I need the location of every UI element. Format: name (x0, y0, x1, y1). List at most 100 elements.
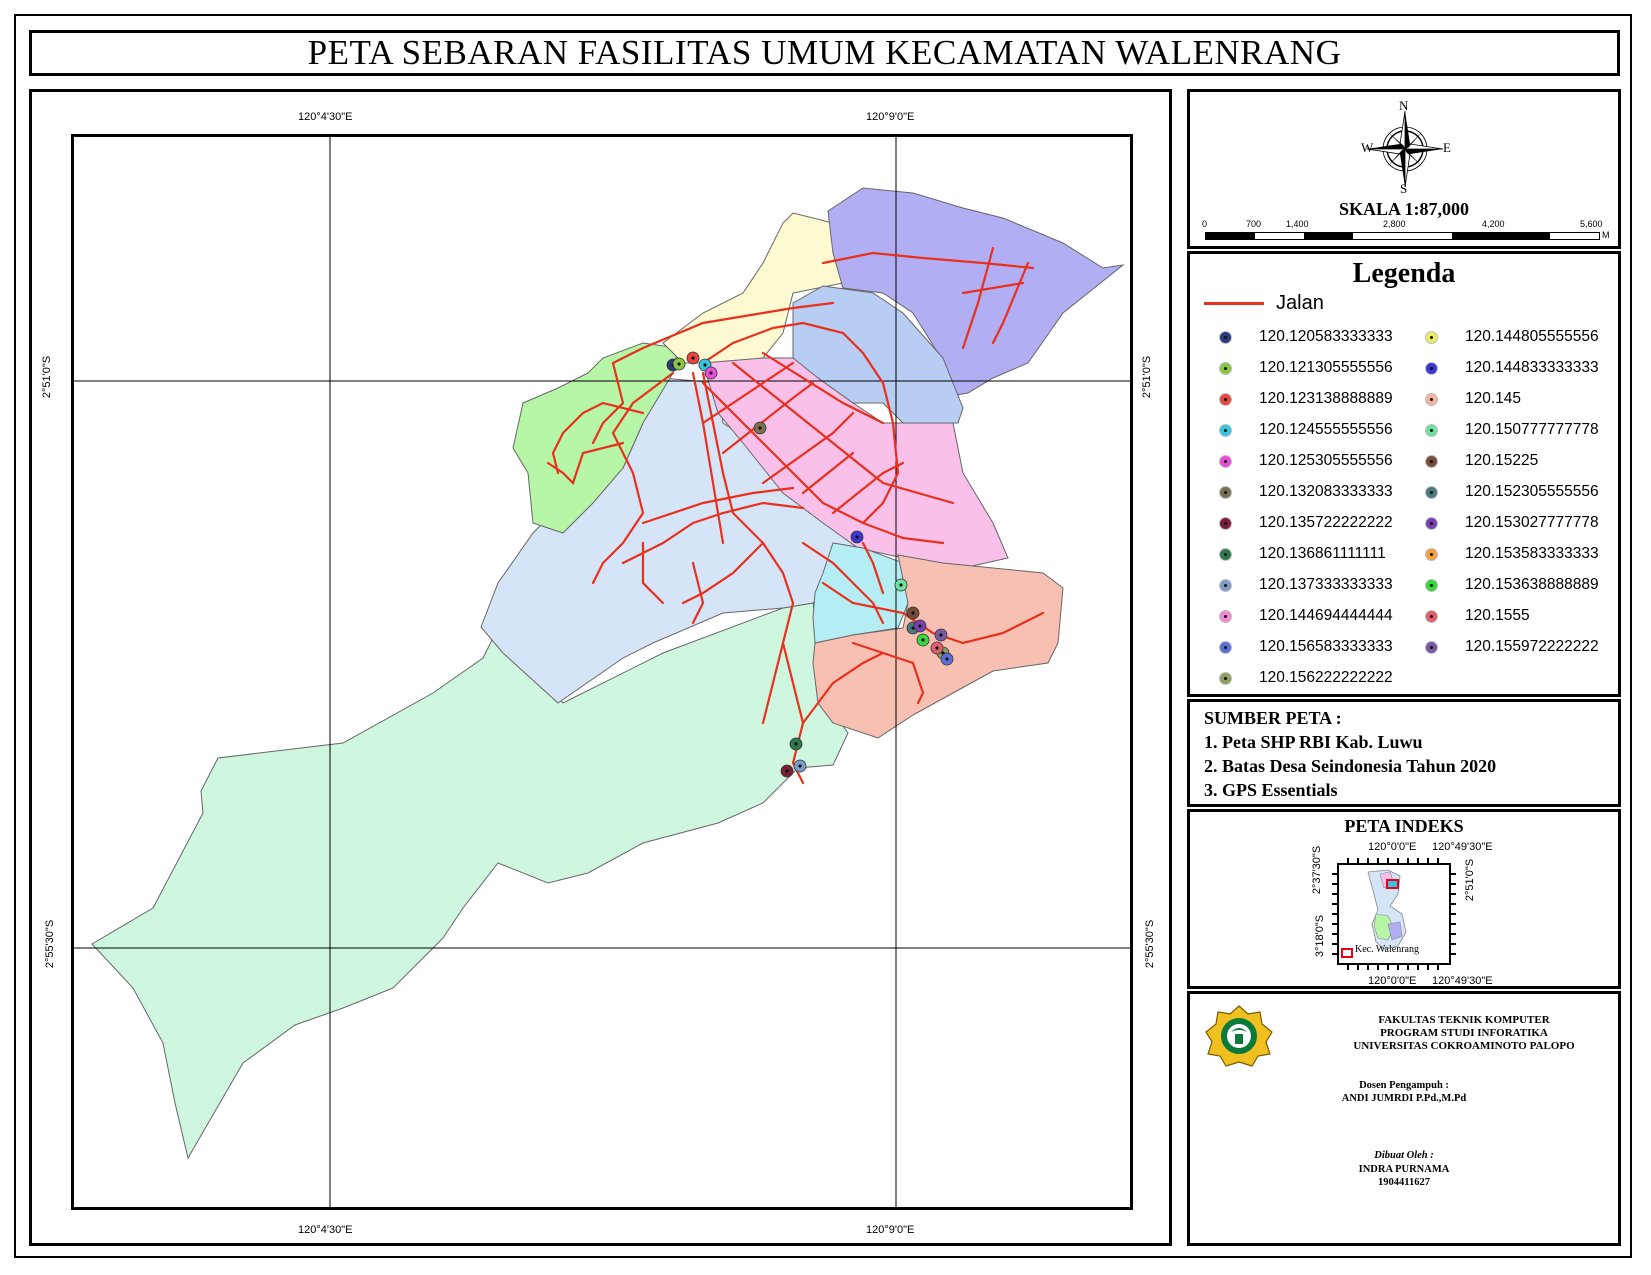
legend-point-label: 120.132083333333 (1259, 483, 1393, 500)
author-name: INDRA PURNAMA (1358, 1164, 1450, 1175)
source-panel: SUMBER PETA : 1. Peta SHP RBI Kab. Luwu … (1187, 699, 1621, 807)
point-120.125305555556[interactable] (704, 366, 718, 380)
index-coord-left-bottom: 3°18'0"S (1314, 914, 1327, 958)
source-title: SUMBER PETA : (1204, 708, 1342, 728)
legend-point-item: 120.136861111111 (1220, 545, 1386, 563)
map-svg (74, 137, 1130, 1207)
point-120.123138888889[interactable] (686, 351, 700, 365)
author-label: Dibuat Oleh : (1374, 1150, 1434, 1161)
point-marker-icon (1220, 672, 1231, 684)
legend-point-item: 120.153583333333 (1426, 545, 1599, 563)
roads (546, 246, 1045, 785)
map-canvas[interactable] (71, 134, 1133, 1210)
scale-tick-4: 4,200 (1482, 219, 1505, 229)
legend-point-label: 120.136861111111 (1259, 545, 1386, 562)
index-coord-top-left: 120°0'0"E (1368, 841, 1417, 853)
legend-road: Jalan (1204, 292, 1324, 315)
point-marker-icon (1220, 424, 1231, 436)
region-mint[interactable] (91, 602, 849, 1160)
point-120.153638888889[interactable] (916, 633, 930, 647)
point-120.15225[interactable] (906, 606, 920, 620)
point-120.137333333333[interactable] (793, 759, 807, 773)
point-marker-icon (1220, 548, 1231, 560)
point-120.153027777778[interactable] (913, 619, 927, 633)
point-120.156583333333[interactable] (940, 652, 954, 666)
legend-point-label: 120.120583333333 (1259, 328, 1393, 345)
scale-bar (1205, 232, 1600, 240)
legend-point-item: 120.156583333333 (1220, 638, 1393, 656)
point-marker-icon (1426, 362, 1437, 374)
coord-left-lat2: 2°55'30"S (44, 919, 57, 969)
legend-point-label: 120.156583333333 (1259, 638, 1393, 655)
point-120.1555[interactable] (930, 641, 944, 655)
point-marker-icon (1220, 579, 1231, 591)
source-item: 2. Batas Desa Seindonesia Tahun 2020 (1204, 756, 1497, 776)
point-marker-icon (1426, 393, 1437, 405)
author-id: 1904411627 (1378, 1177, 1430, 1188)
point-marker-icon (1426, 455, 1437, 467)
legend-point-item: 120.145 (1426, 390, 1521, 408)
point-120.144833333333[interactable] (850, 530, 864, 544)
legend-point-item: 120.144805555556 (1426, 328, 1599, 346)
scale-tick-0: 0 (1202, 219, 1208, 229)
legend-point-item: 120.144694444444 (1220, 607, 1393, 625)
region-purple[interactable] (827, 187, 1125, 399)
legend-point-item: 120.124555555556 (1220, 421, 1393, 439)
legend-point-item: 120.155972222222 (1426, 638, 1599, 656)
legend-point-item: 120.150777777778 (1426, 421, 1599, 439)
legend-point-label: 120.150777777778 (1465, 421, 1599, 438)
index-map-title: PETA INDEKS (1344, 816, 1464, 836)
point-marker-icon (1426, 486, 1437, 498)
lecturer-name: ANDI JUMRDI P.Pd.,M.Pd (1341, 1093, 1467, 1104)
legend-point-item: 120.120583333333 (1220, 328, 1393, 346)
point-marker-icon (1220, 455, 1231, 467)
legend-point-label: 120.152305555556 (1465, 483, 1599, 500)
scale-tick-3: 2,800 (1383, 219, 1406, 229)
east-label: E (1443, 140, 1451, 155)
point-marker-icon (1426, 641, 1437, 653)
university-logo-icon (1205, 1005, 1273, 1067)
index-map-thumbnail (1332, 858, 1456, 970)
legend-point-label: 120.156222222222 (1259, 669, 1393, 686)
west-label: W (1361, 140, 1374, 155)
compass-rose-icon (1366, 110, 1444, 188)
legend-point-label: 120.153638888889 (1465, 576, 1599, 593)
legend-point-item: 120.153638888889 (1426, 576, 1599, 594)
region-pink[interactable] (702, 357, 1009, 569)
graticule (74, 137, 1130, 1207)
scale-unit: M (1602, 230, 1610, 240)
coord-bottom-lon1: 120°4'30"E (298, 1224, 353, 1236)
point-marker-icon (1220, 393, 1231, 405)
legend-point-item: 120.137333333333 (1220, 576, 1393, 594)
title-box: PETA SEBARAN FASILITAS UMUM KECAMATAN WA… (29, 30, 1620, 76)
legend-point-label: 120.137333333333 (1259, 576, 1393, 593)
legend-point-item: 120.125305555556 (1220, 452, 1393, 470)
point-120.150777777778[interactable] (894, 578, 908, 592)
point-120.136861111111[interactable] (789, 737, 803, 751)
map-frame (29, 89, 1172, 1246)
point-marker-icon (1426, 548, 1437, 560)
point-120.121305555556[interactable] (672, 357, 686, 371)
legend-point-item: 120.123138888889 (1220, 390, 1393, 408)
point-120.132083333333[interactable] (753, 421, 767, 435)
point-marker-icon (1220, 331, 1231, 343)
legend-point-item: 120.152305555556 (1426, 483, 1599, 501)
point-120.155972222222[interactable] (934, 628, 948, 642)
index-coord-top-right: 120°49'30"E (1432, 841, 1493, 853)
legend-point-label: 120.125305555556 (1259, 452, 1393, 469)
point-marker-icon (1220, 610, 1231, 622)
legend-point-item: 120.153027777778 (1426, 514, 1599, 532)
university-name: UNIVERSITAS COKROAMINOTO PALOPO (1353, 1040, 1575, 1052)
index-map-caption: Kec. Walenrang (1355, 944, 1419, 955)
index-coord-left-top: 2°37'30"S (1311, 845, 1324, 895)
point-120.135722222222[interactable] (780, 764, 794, 778)
legend-point-item: 120.15225 (1426, 452, 1538, 470)
source-item: 3. GPS Essentials (1204, 780, 1338, 800)
study-program: PROGRAM STUDI INFORATIKA (1380, 1027, 1548, 1039)
legend-point-label: 120.153583333333 (1465, 545, 1599, 562)
credit-panel: FAKULTAS TEKNIK KOMPUTER PROGRAM STUDI I… (1187, 991, 1621, 1246)
coord-top-lon1: 120°4'30"E (298, 111, 353, 123)
legend-point-item: 120.121305555556 (1220, 359, 1393, 377)
scale-tick-5: 5,600 (1580, 219, 1603, 229)
point-marker-icon (1220, 641, 1231, 653)
